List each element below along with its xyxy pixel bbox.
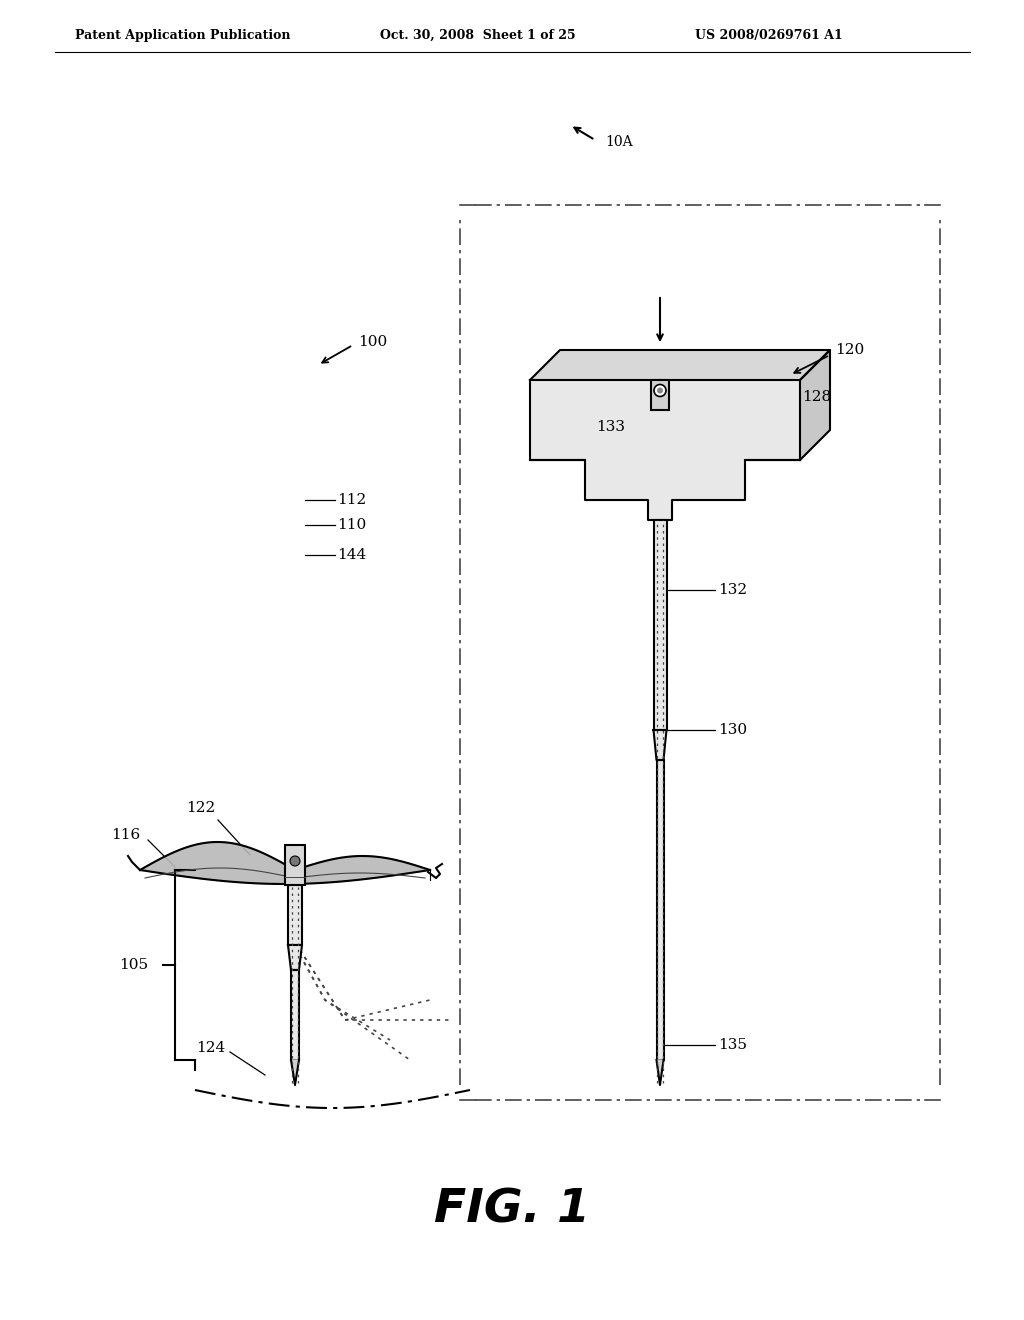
Text: 130: 130 [718, 723, 748, 737]
Text: 112: 112 [337, 492, 367, 507]
Bar [656, 760, 664, 1060]
Text: 116: 116 [111, 828, 140, 842]
Text: US 2008/0269761 A1: US 2008/0269761 A1 [695, 29, 843, 41]
Text: 132: 132 [718, 583, 748, 597]
Bar [285, 845, 305, 884]
Text: 110: 110 [337, 517, 367, 532]
Circle shape [654, 384, 666, 396]
Text: 135: 135 [718, 1038, 746, 1052]
Circle shape [290, 855, 300, 866]
Polygon shape [530, 380, 800, 520]
Bar [653, 520, 667, 730]
Text: 122: 122 [185, 801, 215, 814]
Polygon shape [653, 730, 667, 760]
Bar [651, 380, 669, 411]
Text: 100: 100 [358, 335, 387, 348]
Text: 105: 105 [119, 958, 148, 972]
Text: 128: 128 [802, 389, 831, 404]
Text: FIG. 1: FIG. 1 [434, 1188, 590, 1233]
Text: 10A: 10A [605, 135, 633, 149]
Polygon shape [656, 1060, 664, 1085]
Polygon shape [288, 945, 302, 970]
Text: 133: 133 [596, 420, 625, 434]
Text: Oct. 30, 2008  Sheet 1 of 25: Oct. 30, 2008 Sheet 1 of 25 [380, 29, 575, 41]
Circle shape [657, 388, 663, 393]
Bar [291, 970, 299, 1060]
Text: 120: 120 [835, 343, 864, 356]
Text: 124: 124 [196, 1041, 225, 1055]
Polygon shape [800, 350, 830, 459]
Polygon shape [530, 350, 830, 380]
Bar [288, 884, 302, 945]
Polygon shape [140, 842, 430, 884]
Text: 144: 144 [337, 548, 367, 562]
Polygon shape [291, 1060, 299, 1085]
Text: Patent Application Publication: Patent Application Publication [75, 29, 291, 41]
